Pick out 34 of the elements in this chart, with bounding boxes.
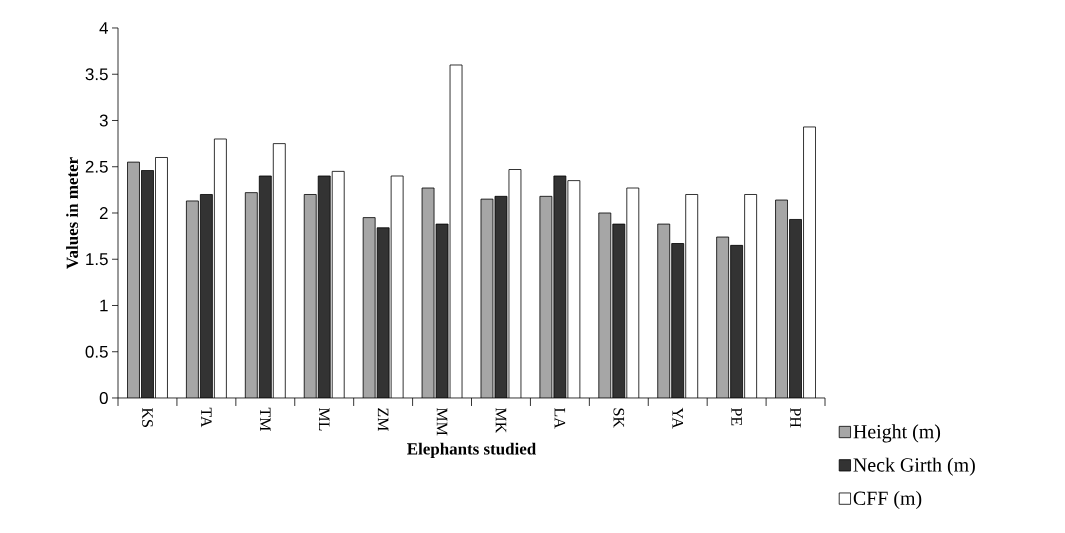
y-tick-label: 2.5 bbox=[85, 160, 108, 173]
x-tick-label: ML bbox=[319, 407, 330, 431]
y-tick-label: 0.5 bbox=[85, 345, 108, 358]
x-tick-label: MM bbox=[436, 407, 448, 436]
bar bbox=[657, 224, 670, 398]
y-axis-title: Values in meter bbox=[66, 157, 79, 269]
x-tick-label: KS bbox=[142, 407, 153, 427]
x-tick-label: TM bbox=[260, 407, 271, 431]
legend-label: CFF (m) bbox=[853, 490, 922, 510]
x-tick-label: ZM bbox=[377, 408, 389, 431]
y-tick-label: 1.5 bbox=[86, 253, 108, 266]
y-tick-label: 3.5 bbox=[85, 68, 108, 81]
y-tick-label: 4 bbox=[99, 22, 108, 34]
x-tick-label: TA bbox=[201, 407, 212, 428]
x-tick-label: YA bbox=[672, 407, 683, 429]
bar bbox=[127, 162, 140, 398]
y-tick-label: 0 bbox=[99, 391, 108, 404]
x-tick-label: PH bbox=[790, 407, 801, 428]
y-tick-label: 1 bbox=[100, 299, 108, 312]
bar bbox=[186, 200, 199, 398]
y-tick-label: 3 bbox=[99, 114, 108, 127]
legend-label: Height (m) bbox=[853, 424, 941, 443]
bar bbox=[598, 212, 611, 398]
x-tick-label: MK bbox=[495, 407, 507, 434]
x-tick-label: LA bbox=[554, 407, 566, 429]
bar bbox=[716, 237, 729, 398]
bar bbox=[245, 192, 258, 398]
bar bbox=[775, 199, 788, 398]
x-tick-label: PE bbox=[731, 407, 742, 426]
x-tick-label: SK bbox=[613, 408, 625, 428]
y-tick-label: 2 bbox=[99, 207, 108, 219]
legend-label: Neck Girth (m) bbox=[853, 457, 975, 476]
x-axis-title: Elephants studied bbox=[407, 442, 537, 459]
bar bbox=[304, 194, 317, 398]
